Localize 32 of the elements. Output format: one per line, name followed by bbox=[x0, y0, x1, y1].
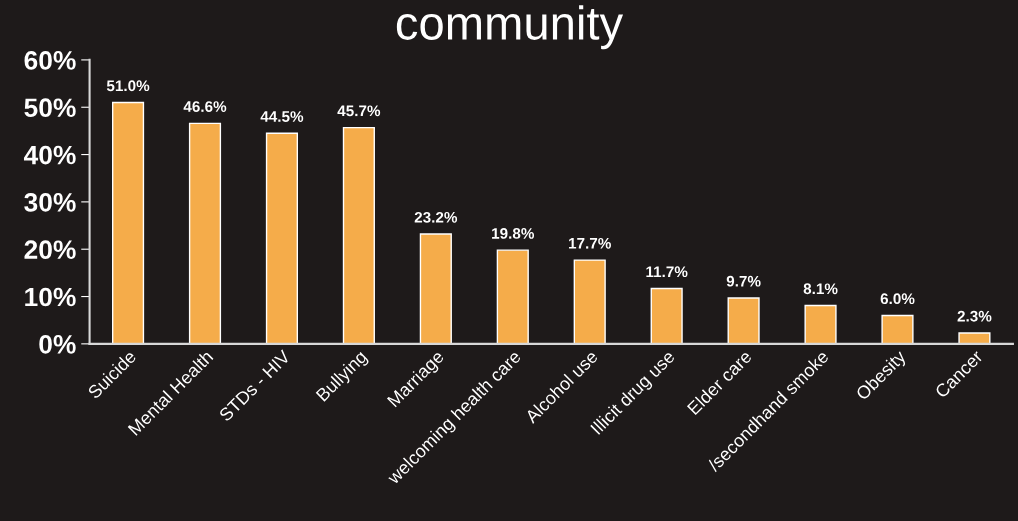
chart-title: community bbox=[396, 5, 624, 50]
y-tick-label: 60% bbox=[24, 51, 76, 70]
y-tick-label: 50% bbox=[24, 98, 76, 118]
data-label: 44.5% bbox=[260, 111, 304, 122]
bar bbox=[188, 122, 222, 344]
y-tick-label: 30% bbox=[24, 193, 76, 212]
data-label: 11.7% bbox=[646, 266, 688, 278]
bar bbox=[958, 332, 991, 344]
bar bbox=[881, 314, 914, 344]
bar bbox=[265, 132, 299, 344]
bar bbox=[496, 249, 529, 344]
bar bbox=[727, 297, 760, 344]
y-tick-label: 20% bbox=[24, 240, 76, 260]
data-label: 23.2% bbox=[414, 211, 458, 223]
y-tick-label: 40% bbox=[23, 145, 76, 165]
data-label: 8.1% bbox=[803, 283, 838, 295]
data-label: 51.0% bbox=[106, 80, 150, 92]
bar bbox=[650, 287, 683, 344]
data-label: 19.8% bbox=[492, 227, 535, 239]
y-tick-label: 10% bbox=[25, 287, 76, 307]
data-label: 45.7% bbox=[337, 105, 381, 117]
bar bbox=[804, 304, 837, 344]
bar bbox=[419, 233, 452, 344]
bar bbox=[573, 259, 606, 344]
data-label: 46.6% bbox=[183, 101, 227, 112]
data-label: 2.3% bbox=[957, 310, 992, 322]
y-tick-label: 0% bbox=[39, 334, 76, 354]
data-label: 6.0% bbox=[880, 293, 915, 305]
bar bbox=[342, 126, 375, 344]
data-label: 17.7% bbox=[569, 237, 611, 249]
data-label: 9.7% bbox=[726, 275, 761, 287]
bar bbox=[111, 101, 145, 344]
